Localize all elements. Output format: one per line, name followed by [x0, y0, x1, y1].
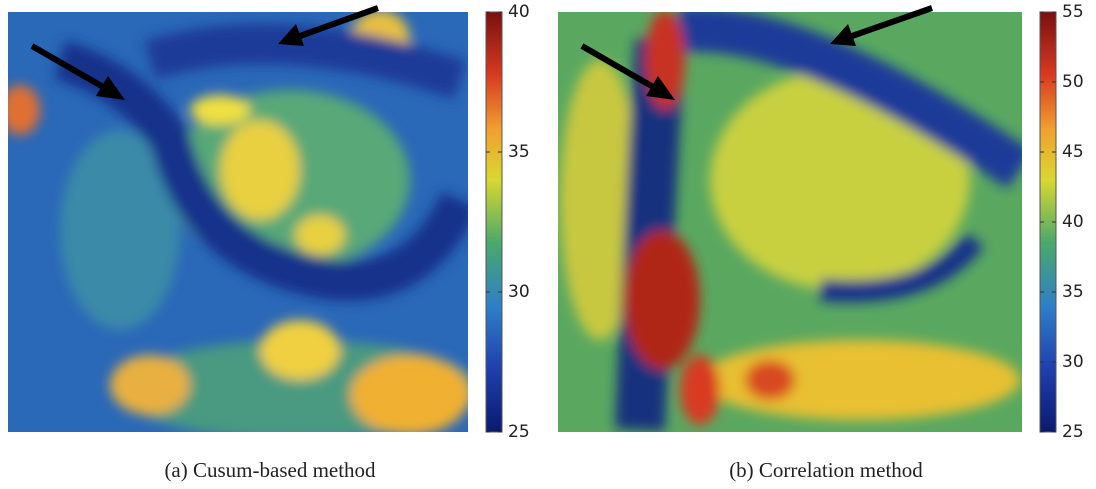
colorbar-tick-label: 50 [1062, 72, 1084, 92]
colorbar-tick-label: 40 [508, 2, 530, 22]
colorbar-tick-label: 30 [1062, 352, 1084, 372]
heatmap-a [8, 12, 468, 432]
caption: (b) Correlation method [729, 458, 923, 482]
colorbar-a [485, 11, 503, 433]
colorbar-tick-label: 25 [508, 422, 530, 442]
caption: (a) Cusum-based method [164, 458, 376, 482]
colorbar-tick-label: 40 [1062, 212, 1084, 232]
colorbar-tick-label: 30 [508, 282, 530, 302]
colorbar-tick-label: 35 [508, 142, 530, 162]
colorbar-tick-label: 25 [1062, 422, 1084, 442]
heatmap-b [558, 12, 1022, 432]
arrows [30, 5, 933, 100]
colorbar-tick-label: 35 [1062, 282, 1084, 302]
colorbar-tick-label: 55 [1062, 2, 1084, 22]
colorbar-tick-label: 45 [1062, 142, 1084, 162]
